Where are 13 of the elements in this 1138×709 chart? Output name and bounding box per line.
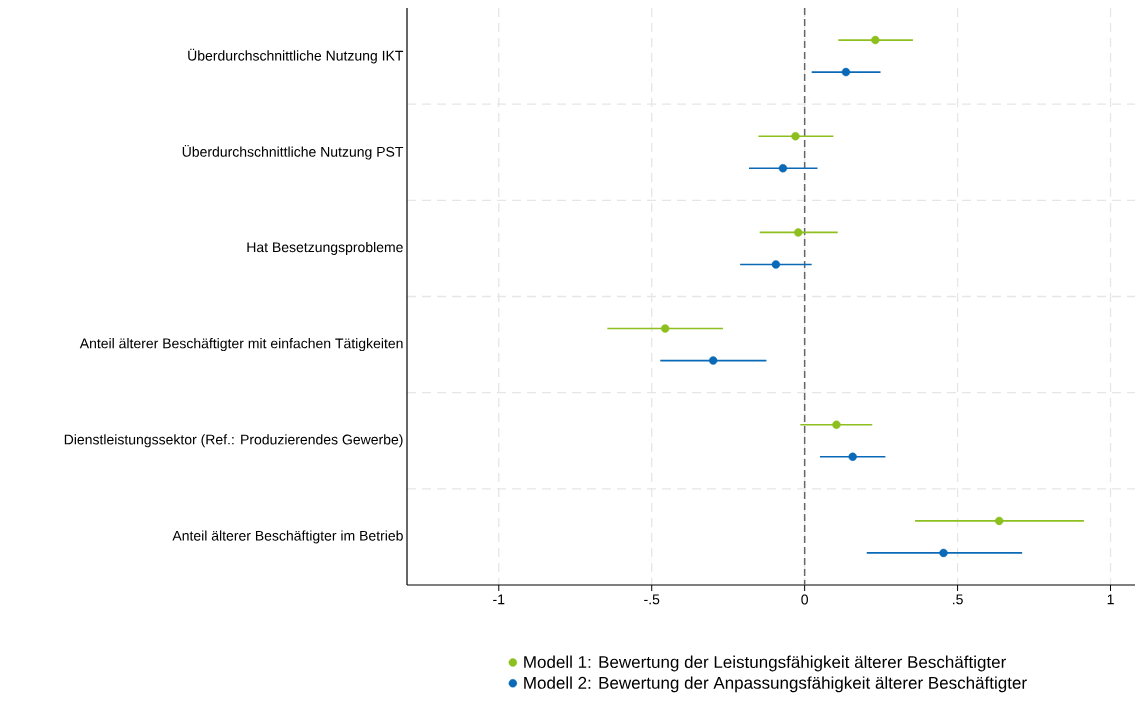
y-tick-label: Hat Besetzungsprobleme bbox=[247, 241, 403, 255]
x-tick-label: -1 bbox=[493, 594, 505, 605]
x-tick-label: 0 bbox=[801, 594, 808, 605]
legend-label: Modell 2: Bewertung der Anpassungsfähigkeit älterer Beschäftigter bbox=[524, 676, 1027, 693]
y-tick-label: Überdurchschnittliche Nutzung IKT bbox=[188, 48, 404, 64]
y-tick-label: Anteil älterer Beschäftigter mit einfachen Tätigkeiten bbox=[79, 338, 403, 352]
legend-label: Modell 1: Bewertung der Leistungsfähigkeit älterer Beschäftigter bbox=[524, 655, 1006, 672]
x-tick-label: -.5 bbox=[644, 594, 660, 605]
y-tick-label: Dienstleistungssektor (Ref.: Produzierendes Gewerbe) bbox=[64, 434, 403, 448]
x-tick-label: 1 bbox=[1107, 594, 1114, 605]
x-tick-label: .5 bbox=[953, 594, 963, 605]
y-tick-label: Anteil älterer Beschäftigter im Betrieb bbox=[172, 530, 403, 544]
y-tick-label: Überdurchschnittliche Nutzung PST bbox=[182, 144, 404, 160]
